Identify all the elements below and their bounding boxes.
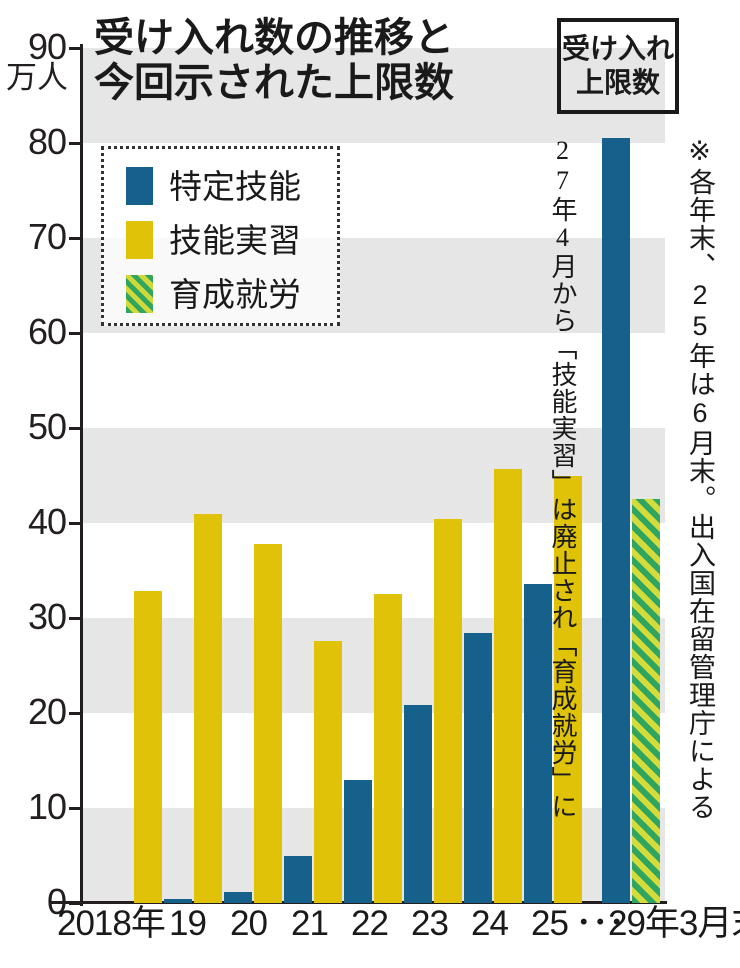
y-tick bbox=[69, 237, 80, 240]
y-tick-label: 60 bbox=[27, 311, 67, 352]
y-tick bbox=[69, 617, 80, 620]
legend-label: 技能実習 bbox=[169, 221, 301, 259]
y-tick-label: 50 bbox=[27, 406, 67, 447]
bar-ginou-jisshu bbox=[314, 640, 342, 903]
x-tick-label: 2018年 bbox=[57, 904, 166, 943]
y-tick bbox=[69, 902, 80, 905]
x-tick-label: 24 bbox=[471, 904, 509, 943]
bar-tokutei-ginou bbox=[344, 779, 372, 903]
y-tick-label: 70 bbox=[27, 216, 67, 257]
y-tick bbox=[69, 47, 80, 50]
bar-ginou-jisshu bbox=[434, 519, 462, 903]
legend-label: 特定技能 bbox=[169, 167, 301, 205]
page-title: 受け入れ数の推移と 今回示された上限数 bbox=[94, 16, 454, 105]
y-tick-label: 20 bbox=[27, 691, 67, 732]
x-tick-label: ･･･ bbox=[575, 904, 626, 943]
annotation-source-note: ※各年末、25年は6月末。出入国在留管理庁による bbox=[685, 136, 715, 821]
bar-tokutei-ginou bbox=[602, 138, 630, 903]
x-tick-label: 21 bbox=[291, 904, 329, 943]
y-tick-label: 10 bbox=[27, 786, 67, 827]
y-tick bbox=[69, 807, 80, 810]
bar-ginou-jisshu bbox=[134, 591, 162, 903]
x-tick-label: 23 bbox=[411, 904, 449, 943]
y-tick-label: 90 bbox=[27, 26, 67, 67]
y-axis-unit-label: 万人 bbox=[6, 60, 68, 95]
legend-label: 育成就労 bbox=[169, 275, 301, 313]
bar-ginou-jisshu bbox=[194, 513, 222, 903]
legend-item-tokutei: 特定技能 bbox=[126, 159, 337, 213]
y-tick-label: 30 bbox=[27, 596, 67, 637]
x-tick-label: 25 bbox=[531, 904, 569, 943]
chart-legend: 特定技能 技能実習 育成就労 bbox=[101, 146, 340, 326]
legend-swatch-icon-yellow bbox=[126, 221, 153, 259]
y-tick bbox=[69, 142, 80, 145]
x-tick-label: 29年3月末 bbox=[608, 904, 740, 943]
bar-ginou-jisshu bbox=[374, 594, 402, 903]
plot-band bbox=[80, 48, 665, 143]
x-tick-label: 20 bbox=[230, 904, 268, 943]
legend-swatch-icon-blue bbox=[126, 167, 153, 205]
legend-swatch-icon-stripe bbox=[126, 275, 153, 313]
x-tick-label: 19 bbox=[169, 904, 207, 943]
bars-area bbox=[83, 44, 667, 903]
bar-tokutei-ginou bbox=[404, 705, 432, 903]
y-axis-line bbox=[80, 44, 83, 906]
bar-ginou-jisshu bbox=[494, 468, 522, 903]
bar-ikusei-shuro bbox=[632, 499, 660, 903]
bar-tokutei-ginou bbox=[164, 899, 192, 903]
y-tick bbox=[69, 522, 80, 525]
bar-tokutei-ginou bbox=[464, 633, 492, 903]
bar-tokutei-ginou bbox=[224, 891, 252, 903]
y-tick-label: 40 bbox=[27, 501, 67, 542]
bar-ginou-jisshu bbox=[554, 475, 582, 903]
y-tick-label: 80 bbox=[27, 121, 67, 162]
bar-tokutei-ginou bbox=[524, 583, 552, 903]
cap-limit-box: 受け入れ 上限数 bbox=[557, 18, 679, 114]
y-tick bbox=[69, 712, 80, 715]
y-tick-label: 0 bbox=[46, 881, 67, 922]
y-tick bbox=[69, 427, 80, 430]
x-tick-label: 22 bbox=[351, 904, 389, 943]
y-tick bbox=[69, 332, 80, 335]
bar-tokutei-ginou bbox=[284, 856, 312, 903]
legend-item-ikusei: 育成就労 bbox=[126, 267, 337, 321]
legend-item-ginou: 技能実習 bbox=[126, 213, 337, 267]
bar-ginou-jisshu bbox=[254, 543, 282, 903]
annotation-policy-change: 27年4月から「技能実習」は廃止され「育成就労」に bbox=[548, 136, 577, 820]
